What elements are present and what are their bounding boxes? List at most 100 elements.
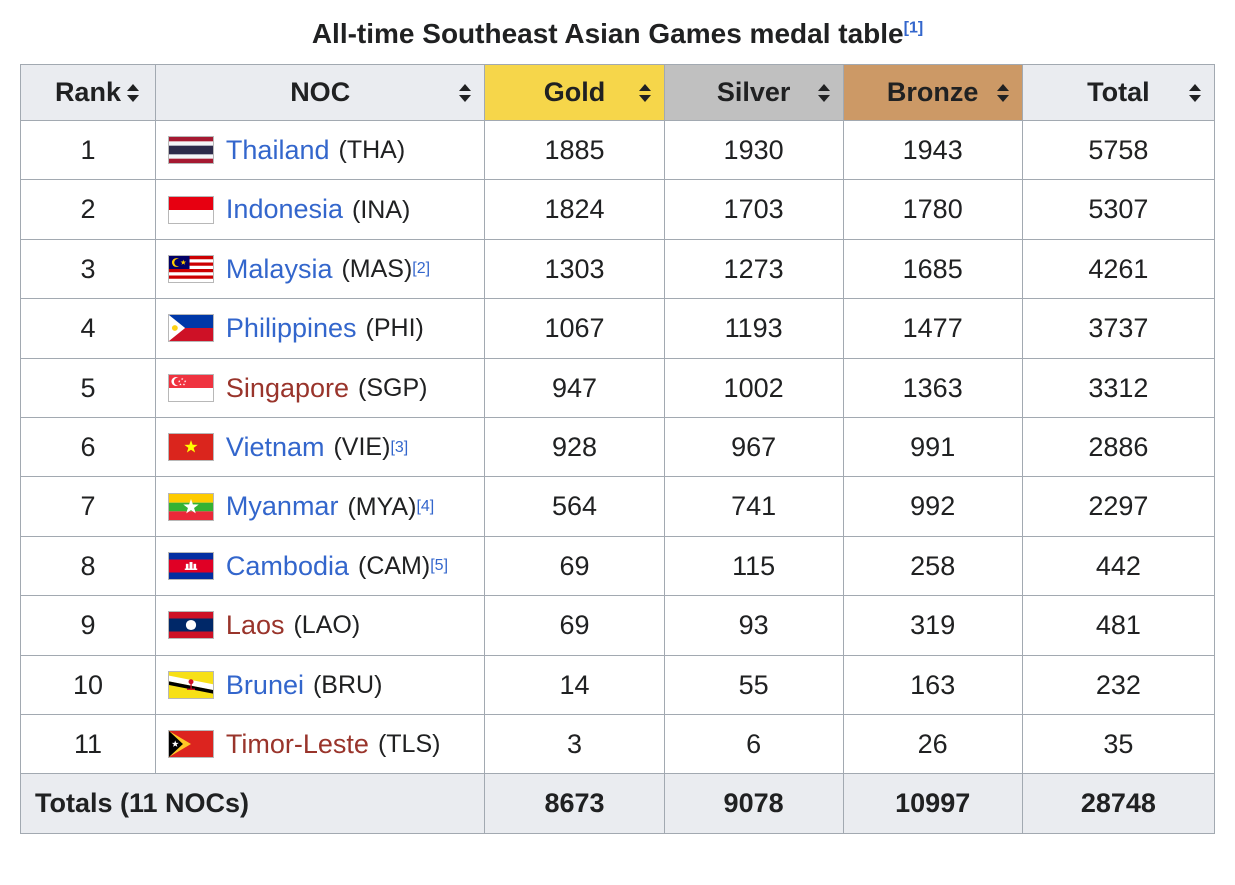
- gold-cell: 1067: [484, 298, 665, 359]
- total-cell: 4261: [1021, 238, 1216, 300]
- table-footer: Totals (11 NOCs) 8673 9078 10997 28748: [19, 773, 1216, 835]
- silver-cell: 55: [663, 654, 844, 715]
- table-row: 4 Philippines (PHI) 1067 1193 1477 3737: [20, 298, 1216, 359]
- rank-cell: 7: [20, 476, 156, 537]
- header-silver[interactable]: Silver: [663, 64, 844, 121]
- noc-inner: Timor-Leste (TLS): [167, 728, 477, 760]
- country-link[interactable]: Thailand: [225, 135, 330, 165]
- footnote-link[interactable]: [2]: [412, 260, 431, 278]
- table-row: 11 Timor-Leste (TLS) 3 6 26 35: [20, 713, 1216, 775]
- mas-flag-icon: [167, 254, 214, 283]
- silver-cell: 741: [663, 476, 844, 537]
- sort-icon[interactable]: [459, 83, 472, 102]
- country-link[interactable]: Philippines: [225, 313, 357, 344]
- bronze-cell: 26: [842, 713, 1023, 775]
- title-text: All-time Southeast Asian Games medal tab…: [311, 18, 904, 49]
- vie-flag-icon: [167, 433, 214, 462]
- country-link[interactable]: Timor-Leste: [225, 728, 369, 759]
- phi-flag-icon: [167, 314, 214, 343]
- country-link[interactable]: Singapore: [225, 372, 350, 403]
- silver-cell: 1930: [663, 119, 844, 181]
- footnote-link[interactable]: [4]: [416, 497, 435, 515]
- title-footnote-link[interactable]: [1]: [903, 19, 924, 37]
- table-row: 7 Myanmar (MYA) [4] 564 741 992 2297: [20, 476, 1216, 537]
- gold-cell: 69: [484, 595, 665, 656]
- country-link[interactable]: Malaysia: [225, 253, 333, 284]
- totals-gold: 8673: [484, 773, 665, 835]
- totals-row: Totals (11 NOCs) 8673 9078 10997 28748: [19, 773, 1216, 835]
- totals-total: 28748: [1021, 773, 1216, 835]
- table-row: 5 Singapore (SGP) 947 1002 1363 3312: [20, 357, 1216, 418]
- noc-code: (MYA): [347, 492, 417, 521]
- bronze-cell: 319: [842, 595, 1023, 656]
- noc-code: (THA): [338, 136, 406, 165]
- silver-cell: 967: [663, 416, 844, 478]
- country-link[interactable]: Laos: [225, 610, 285, 641]
- table-row: 9 Laos (LAO) 69 93 319 481: [20, 595, 1216, 656]
- rank-cell: 11: [20, 713, 156, 775]
- sort-icon[interactable]: [638, 83, 651, 102]
- gold-cell: 14: [484, 654, 665, 715]
- header-bronze[interactable]: Bronze: [842, 64, 1023, 121]
- country-link[interactable]: Brunei: [225, 669, 304, 700]
- silver-cell: 1273: [663, 238, 844, 300]
- table-row: 3 Malaysia (MAS) [2] 1303 1273 1685 4261: [20, 238, 1216, 300]
- silver-cell: 1002: [663, 357, 844, 418]
- noc-cell: Timor-Leste (TLS): [154, 713, 486, 775]
- noc-inner: Indonesia (INA): [167, 193, 477, 225]
- header-bronze-label: Bronze: [886, 77, 979, 107]
- country-link[interactable]: Cambodia: [225, 550, 349, 581]
- bronze-cell: 163: [842, 654, 1023, 715]
- table-row: 10 Brunei (BRU) 14 55 163 232: [20, 654, 1216, 715]
- page-title: All-time Southeast Asian Games medal tab…: [20, 18, 1215, 50]
- table-row: 6 Vietnam (VIE) [3] 928 967 991 2886: [20, 416, 1216, 478]
- footnote-link[interactable]: [3]: [390, 438, 409, 456]
- table-row: 2 Indonesia (INA) 1824 1703 1780 5307: [20, 179, 1216, 240]
- sort-icon[interactable]: [126, 83, 139, 102]
- noc-cell: Vietnam (VIE) [3]: [154, 416, 486, 478]
- footnote-sup: [4]: [416, 497, 434, 516]
- sort-icon[interactable]: [1189, 83, 1201, 102]
- header-noc[interactable]: NOC: [154, 64, 486, 121]
- totals-label: Totals (11 NOCs): [19, 773, 486, 835]
- total-cell: 5758: [1021, 119, 1216, 181]
- country-link[interactable]: Myanmar: [225, 491, 339, 522]
- bronze-cell: 1780: [842, 179, 1023, 240]
- noc-code: (INA): [352, 195, 411, 224]
- rank-cell: 6: [20, 416, 156, 478]
- total-cell: 442: [1021, 535, 1216, 597]
- footnote-link[interactable]: [5]: [430, 557, 449, 575]
- noc-code: (MAS): [341, 254, 413, 283]
- sort-icon[interactable]: [996, 83, 1009, 102]
- noc-cell: Malaysia (MAS) [2]: [154, 238, 486, 300]
- bronze-cell: 258: [842, 535, 1023, 597]
- header-rank[interactable]: Rank: [20, 64, 156, 121]
- table-row: 8 Cambodia (CAM) [5] 69 115 258 442: [20, 535, 1216, 597]
- lao-flag-icon: [167, 611, 214, 640]
- header-total[interactable]: Total: [1021, 64, 1216, 121]
- rank-cell: 8: [20, 535, 156, 597]
- rank-cell: 10: [20, 654, 156, 715]
- footnote-sup: [2]: [412, 259, 430, 278]
- country-link[interactable]: Indonesia: [225, 194, 344, 225]
- noc-code: (LAO): [293, 611, 361, 640]
- header-gold[interactable]: Gold: [484, 64, 665, 121]
- gold-cell: 1824: [484, 179, 665, 240]
- rank-cell: 5: [20, 357, 156, 418]
- total-cell: 2297: [1021, 476, 1216, 537]
- sort-icon[interactable]: [817, 83, 830, 102]
- bronze-cell: 992: [842, 476, 1023, 537]
- total-cell: 481: [1021, 595, 1216, 656]
- noc-cell: Thailand (THA): [154, 119, 486, 181]
- totals-silver: 9078: [663, 773, 844, 835]
- noc-inner: Laos (LAO): [167, 609, 477, 641]
- noc-cell: Laos (LAO): [154, 595, 486, 656]
- country-link[interactable]: Vietnam: [225, 431, 325, 462]
- noc-inner: Thailand (THA): [167, 134, 477, 166]
- noc-inner: Cambodia (CAM) [5]: [167, 550, 477, 582]
- medal-table-body: 1 Thailand (THA) 1885 1930 1943 5758 2 Indonesia…: [20, 119, 1216, 775]
- gold-cell: 1303: [484, 238, 665, 300]
- noc-inner: Vietnam (VIE) [3]: [167, 431, 477, 463]
- silver-cell: 6: [663, 713, 844, 775]
- bronze-cell: 1477: [842, 298, 1023, 359]
